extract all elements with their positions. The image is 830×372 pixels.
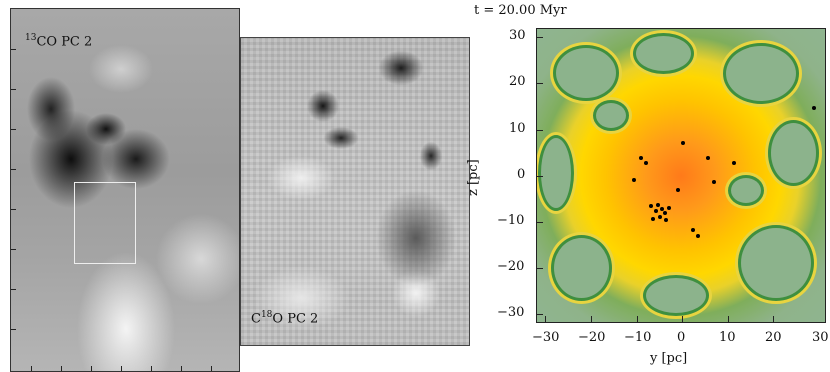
y-tick-label: 30 [509, 28, 526, 43]
x-axis-label: y [pc] [650, 351, 688, 366]
y-axis-label: z [pc] [466, 159, 481, 196]
y-tick-label: 20 [509, 74, 526, 89]
y-tick-label: −20 [497, 259, 525, 274]
zoom-region-box [74, 182, 136, 264]
y-tick-label: −10 [497, 213, 525, 228]
y-tick-label: −30 [497, 305, 525, 320]
simulation-time-title: t = 20.00 Myr [474, 3, 567, 18]
simulation-axes-frame [536, 28, 826, 323]
13co-pc2-label: 13CO PC 2 [25, 33, 93, 50]
x-tick-label: −10 [624, 330, 652, 345]
13co-pc2-map: 13CO PC 2 [10, 8, 240, 372]
x-tick-label: 0 [677, 330, 686, 345]
x-tick-label: −20 [578, 330, 606, 345]
x-tick-label: 30 [812, 330, 829, 345]
simulation-density-map [536, 28, 826, 323]
x-tick-label: 20 [765, 330, 782, 345]
y-tick-label: 0 [517, 167, 526, 182]
c18o-pc2-map: C18O PC 2 [240, 37, 470, 346]
y-tick-label: 10 [509, 121, 526, 136]
x-tick-label: −30 [532, 330, 560, 345]
c18o-pc2-label: C18O PC 2 [251, 310, 319, 327]
x-tick-label: 10 [719, 330, 736, 345]
